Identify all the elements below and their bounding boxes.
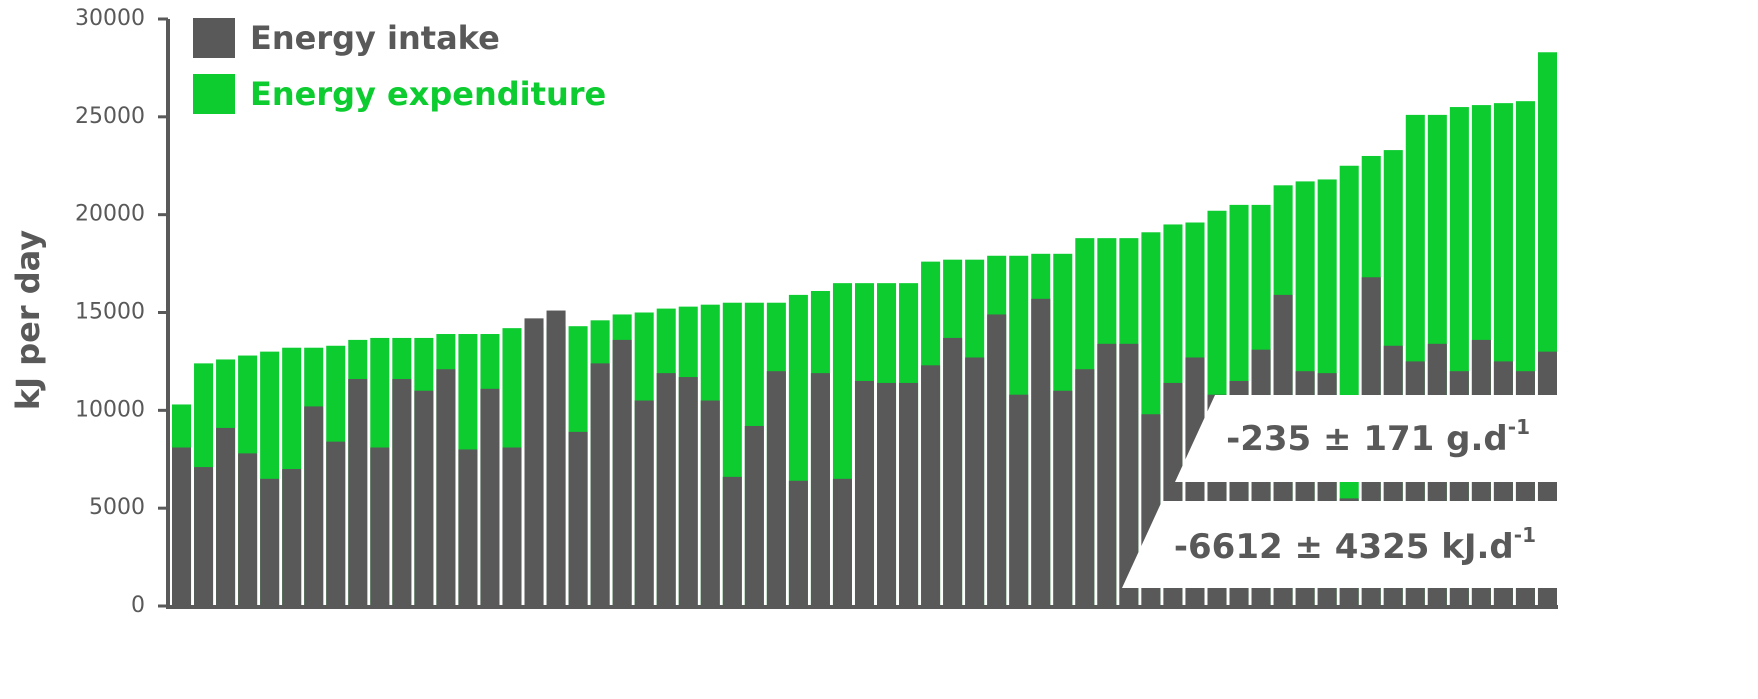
bar bbox=[568, 431, 588, 606]
annotation-box bbox=[1175, 395, 1570, 482]
annotation-text: -6612 ± 4325 kJ.d bbox=[1174, 527, 1514, 567]
bar bbox=[854, 380, 875, 606]
bar bbox=[392, 379, 412, 606]
bar bbox=[788, 480, 808, 606]
bar bbox=[216, 427, 236, 606]
bar bbox=[502, 447, 522, 606]
bar bbox=[921, 365, 941, 606]
bar bbox=[260, 478, 280, 606]
bar bbox=[1053, 390, 1073, 606]
legend-label: Energy intake bbox=[250, 19, 500, 57]
annotation: -235 ± 171 g.d-1 bbox=[1226, 415, 1530, 459]
y-tick-label: 20000 bbox=[75, 202, 145, 227]
bar bbox=[326, 441, 346, 606]
bar bbox=[172, 447, 192, 606]
bar bbox=[458, 449, 478, 606]
bar bbox=[524, 318, 544, 606]
y-tick-label: 25000 bbox=[75, 104, 145, 129]
bar bbox=[304, 406, 324, 606]
bar bbox=[590, 363, 610, 606]
bar bbox=[1119, 343, 1139, 606]
bar bbox=[678, 377, 698, 606]
y-tick-label: 15000 bbox=[75, 300, 145, 325]
legend-swatch bbox=[193, 18, 235, 58]
bar bbox=[722, 476, 742, 606]
y-axis-label: kJ per day bbox=[9, 230, 47, 410]
bar bbox=[987, 314, 1007, 606]
bar bbox=[656, 373, 676, 606]
bar bbox=[1339, 165, 1359, 606]
bar bbox=[965, 357, 985, 606]
bar bbox=[546, 310, 566, 606]
bar bbox=[1097, 343, 1117, 606]
x-axis bbox=[166, 605, 1558, 609]
annotation-box bbox=[1122, 501, 1570, 588]
bar bbox=[436, 369, 456, 606]
bar bbox=[899, 382, 919, 606]
annotation-text: -235 ± 171 g.d bbox=[1226, 419, 1508, 459]
y-tick-label: 10000 bbox=[75, 397, 145, 422]
y-tick-label: 5000 bbox=[89, 495, 145, 520]
bar bbox=[414, 390, 434, 606]
bar bbox=[766, 371, 786, 606]
bar bbox=[810, 373, 830, 606]
bar bbox=[877, 382, 897, 606]
bar bbox=[370, 447, 390, 606]
legend-swatch bbox=[193, 74, 235, 114]
bar bbox=[348, 379, 368, 606]
y-tick-label: 0 bbox=[131, 593, 145, 618]
y-tick-label: 30000 bbox=[75, 6, 145, 31]
bar bbox=[634, 400, 654, 606]
bar bbox=[1031, 298, 1051, 606]
bar bbox=[832, 478, 852, 606]
bar bbox=[943, 337, 963, 606]
bar bbox=[194, 467, 214, 606]
annotation: -6612 ± 4325 kJ.d-1 bbox=[1174, 523, 1536, 567]
bar bbox=[238, 453, 258, 606]
bar bbox=[480, 388, 500, 606]
annotation-sup: -1 bbox=[1508, 415, 1530, 439]
bar bbox=[744, 425, 764, 606]
bar bbox=[1009, 394, 1029, 606]
bar bbox=[700, 400, 720, 606]
bar bbox=[612, 339, 632, 606]
bar bbox=[282, 469, 302, 606]
legend-label: Energy expenditure bbox=[250, 75, 606, 113]
annotation-sup: -1 bbox=[1514, 523, 1536, 547]
bar bbox=[1075, 369, 1095, 606]
